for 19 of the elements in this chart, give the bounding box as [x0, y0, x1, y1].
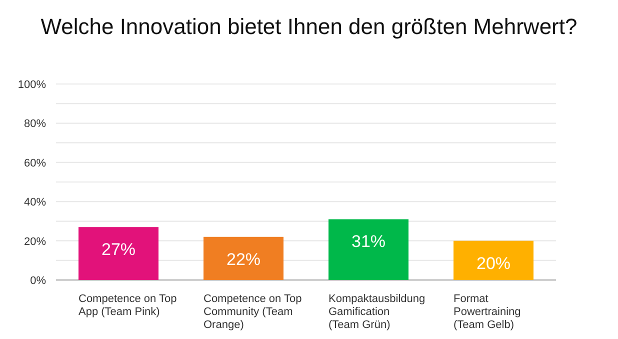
y-tick-label: 80%	[24, 118, 46, 130]
data-label: 27%	[101, 240, 136, 260]
x-tick-label: Competence on Top App (Team Pink)	[78, 293, 177, 318]
data-label: 31%	[351, 232, 386, 252]
bar	[328, 219, 408, 280]
x-tick-label: Format Powertraining (Team Gelb)	[454, 293, 521, 331]
x-tick-label: Kompaktausbildung Gamification (Team Grün)	[328, 293, 426, 331]
y-tick-label: 40%	[24, 196, 46, 209]
x-tick-label: Competence on Top Community (Team Orange)	[204, 293, 302, 331]
y-tick-label: 20%	[24, 236, 46, 248]
data-label: 20%	[476, 254, 511, 273]
bar	[78, 227, 158, 280]
y-tick-label: 0%	[30, 275, 46, 287]
bar	[454, 240, 534, 280]
data-label: 22%	[226, 250, 261, 269]
y-tick-label: 100%	[18, 79, 46, 91]
y-tick-label: 60%	[24, 157, 46, 170]
bar	[204, 236, 284, 280]
chart-title: Welche Innovation bietet Ihnen den größten Mehrwert?	[40, 14, 578, 39]
